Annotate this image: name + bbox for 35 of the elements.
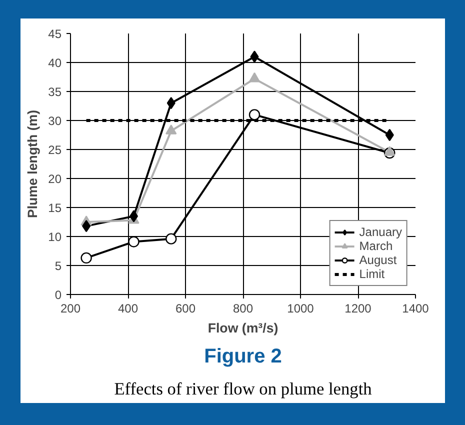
x-tick-label: 1400 [402,302,430,316]
point [384,146,396,156]
y-tick-label: 35 [48,85,62,99]
y-tick-label: 40 [48,56,62,70]
y-tick-label: 5 [54,259,62,273]
y-tick-label: 15 [48,201,62,215]
point [166,97,176,110]
legend-label: March [359,239,393,253]
x-tick-label: 1000 [287,302,314,316]
y-tick-label: 25 [48,143,62,157]
text: Effects of river flow on plume length [114,380,372,398]
text: Figure 2 [204,346,282,368]
x-axis-title: Flow (m³/s) [208,320,278,336]
point [166,233,177,244]
point [250,50,259,63]
x-tick-label: 400 [118,302,138,316]
point [129,210,138,222]
x-tick-label: 200 [60,302,81,316]
point [166,124,177,134]
x-tick-label: 1200 [344,302,372,316]
y-axis-title: Plume length (m) [25,110,40,218]
point [248,109,260,120]
legend-label: August [359,253,397,267]
point [128,236,140,248]
legend-label: January [359,225,402,239]
y-tick-label: 10 [48,230,62,244]
point [80,252,92,264]
y-tick-label: 30 [48,114,62,128]
x-tick-label: 800 [232,302,254,316]
y-tick-label: 45 [48,27,62,41]
point [248,72,260,82]
legend-label: Limit [359,267,385,281]
x-tick-label: 600 [175,302,196,316]
y-tick-label: 0 [54,288,62,302]
y-tick-label: 20 [48,172,62,186]
